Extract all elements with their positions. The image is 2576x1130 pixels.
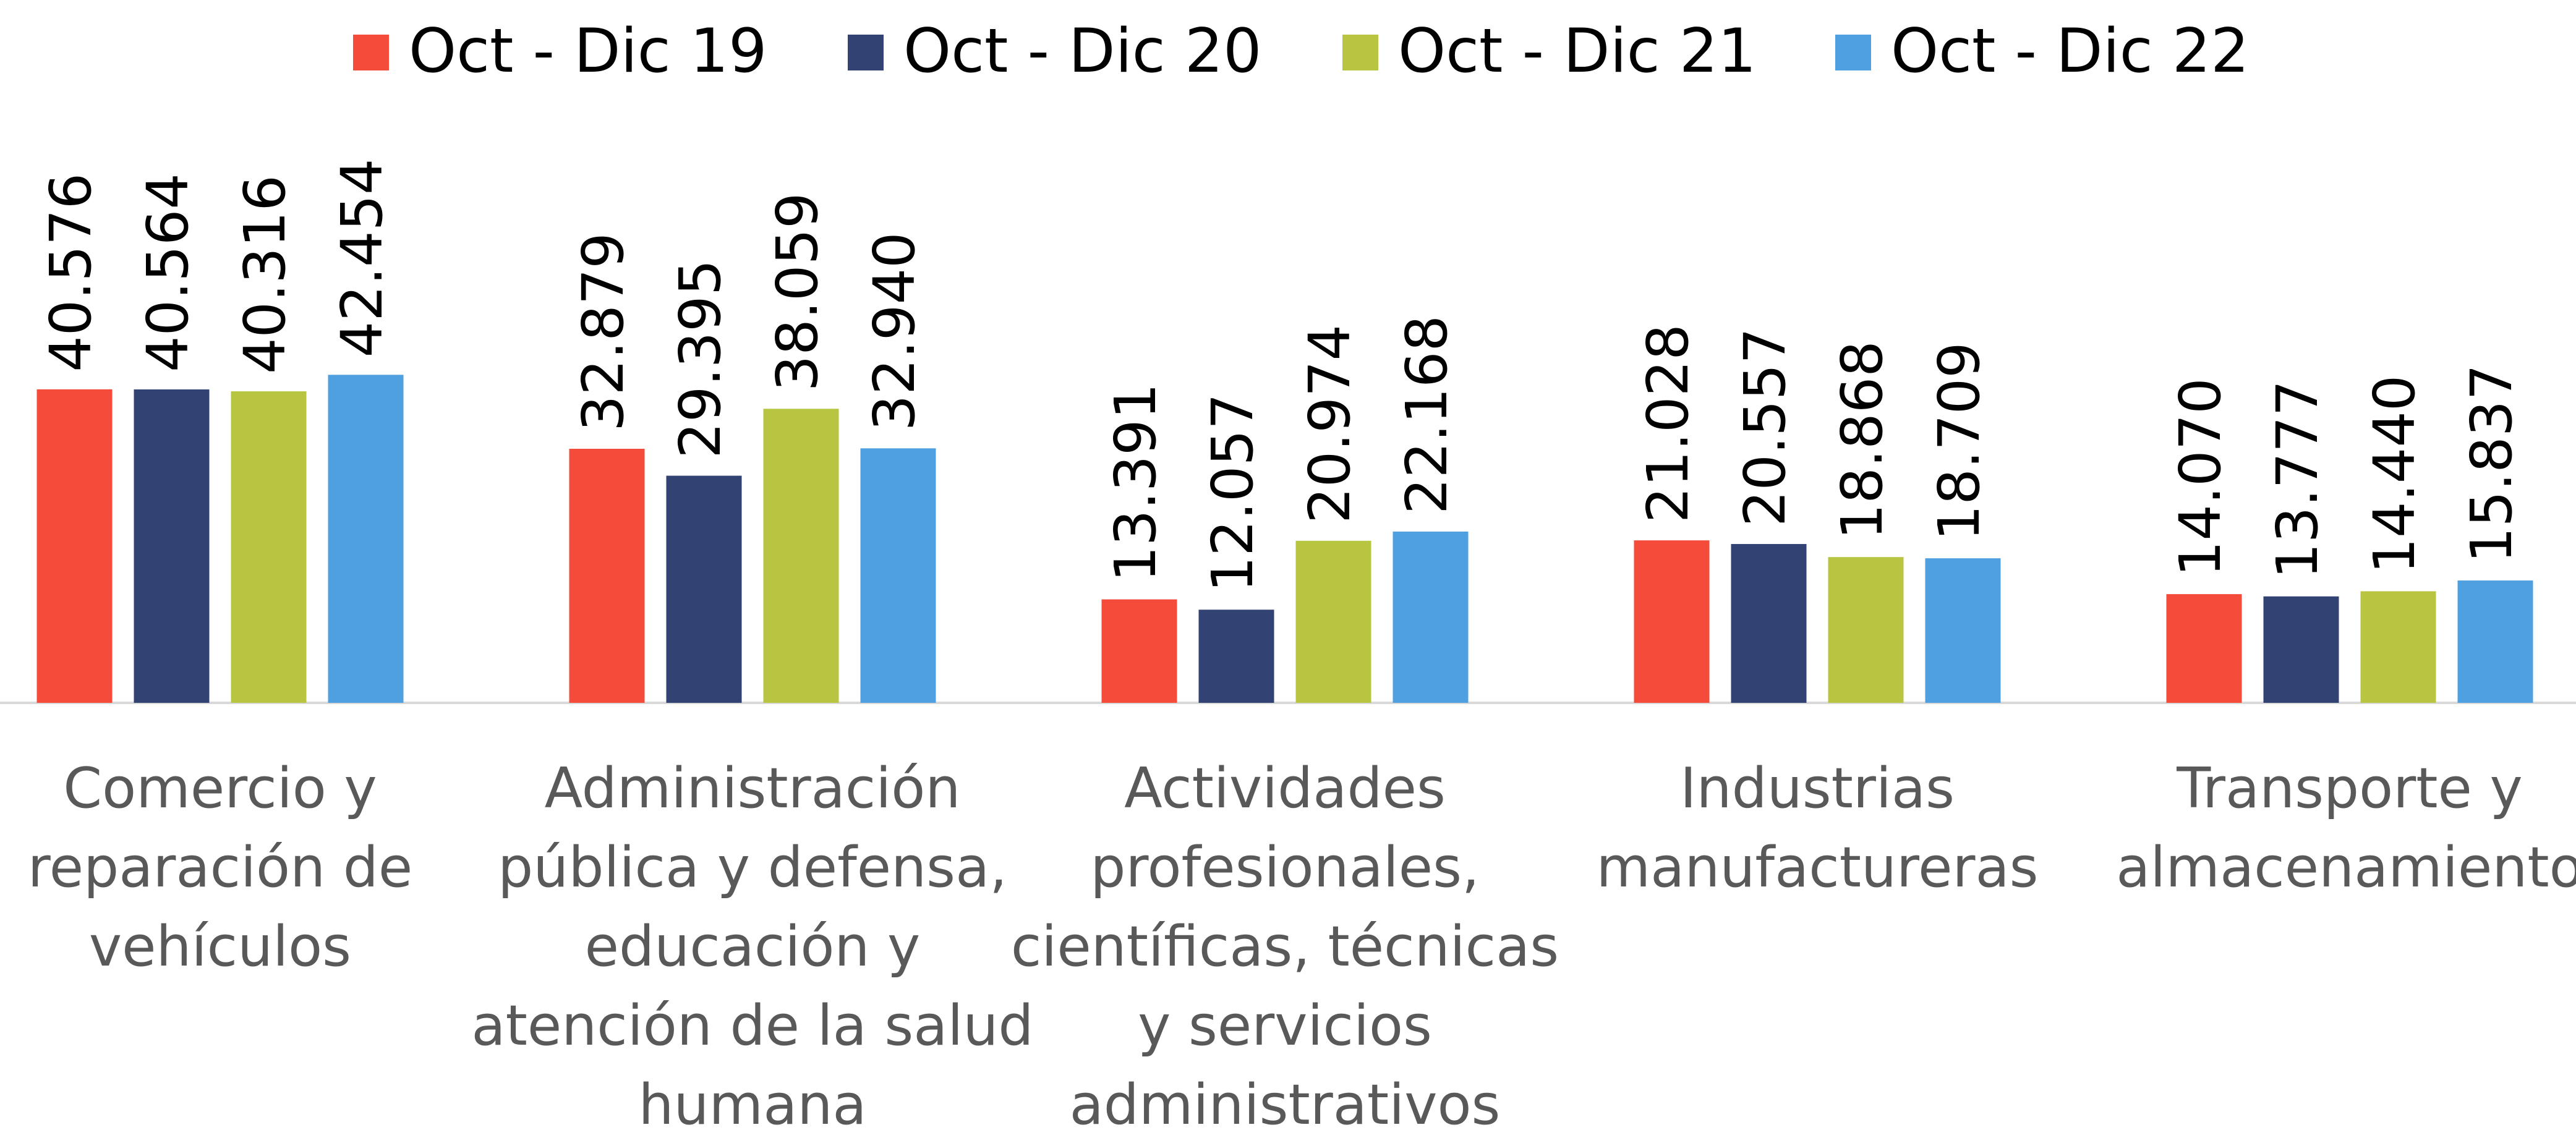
legend-swatch [1835, 35, 1871, 70]
legend-label: Oct - Dic 21 [1398, 16, 1757, 87]
value-label: 14.070 [2167, 378, 2233, 577]
value-label: 13.777 [2264, 380, 2331, 579]
value-label: 13.391 [1102, 383, 1169, 582]
value-label: 18.868 [1829, 341, 1895, 540]
bar [1392, 531, 1469, 703]
value-label: 40.564 [135, 173, 201, 372]
value-label: 12.057 [1200, 393, 1266, 592]
bar [1295, 540, 1371, 703]
category-label: Administración pública y defensa, educació… [471, 756, 1033, 1130]
bar [1198, 610, 1274, 703]
legend-swatch [1342, 35, 1378, 70]
value-label: 38.059 [764, 192, 830, 391]
value-label: 29.395 [667, 260, 733, 459]
bar [569, 449, 645, 703]
value-label: 15.837 [2459, 364, 2525, 563]
value-label: 21.028 [1635, 324, 1701, 523]
bar [666, 475, 742, 703]
value-label: 20.557 [1732, 328, 1798, 527]
legend-swatch [353, 35, 389, 70]
bar [763, 409, 839, 703]
value-label: 22.168 [1394, 315, 1460, 514]
category-label: Industrias manufactureras [1597, 756, 2039, 900]
legend-label: Oct - Dic 20 [903, 16, 1262, 87]
bar [2457, 580, 2533, 703]
bar [1731, 544, 1807, 703]
bar [1634, 540, 1710, 703]
value-label: 18.709 [1926, 342, 1992, 541]
bar [2360, 591, 2436, 703]
bar [1101, 599, 1177, 703]
bar [860, 448, 936, 703]
value-label: 42.454 [329, 158, 395, 357]
category-label: Comercio y reparación de vehículos [28, 756, 413, 979]
bar [1925, 558, 2001, 703]
value-label: 20.974 [1297, 325, 1363, 524]
legend-swatch [848, 35, 884, 70]
category-label: Actividades profesionales, científicas, té… [1011, 756, 1559, 1130]
legend-label: Oct - Dic 22 [1891, 16, 2250, 87]
bar [231, 391, 307, 703]
bar [2263, 596, 2339, 703]
bar [2166, 594, 2242, 703]
value-label: 32.940 [861, 232, 928, 431]
value-label: 14.440 [2361, 375, 2428, 574]
bar [328, 375, 404, 703]
value-label: 40.576 [38, 173, 104, 372]
bar [1828, 557, 1904, 703]
bar [134, 389, 210, 703]
value-label: 40.316 [232, 175, 298, 374]
category-label: Transporte y almacenamiento [2116, 756, 2576, 900]
bar [36, 389, 113, 703]
value-label: 32.879 [570, 232, 636, 431]
legend-label: Oct - Dic 19 [409, 16, 767, 87]
